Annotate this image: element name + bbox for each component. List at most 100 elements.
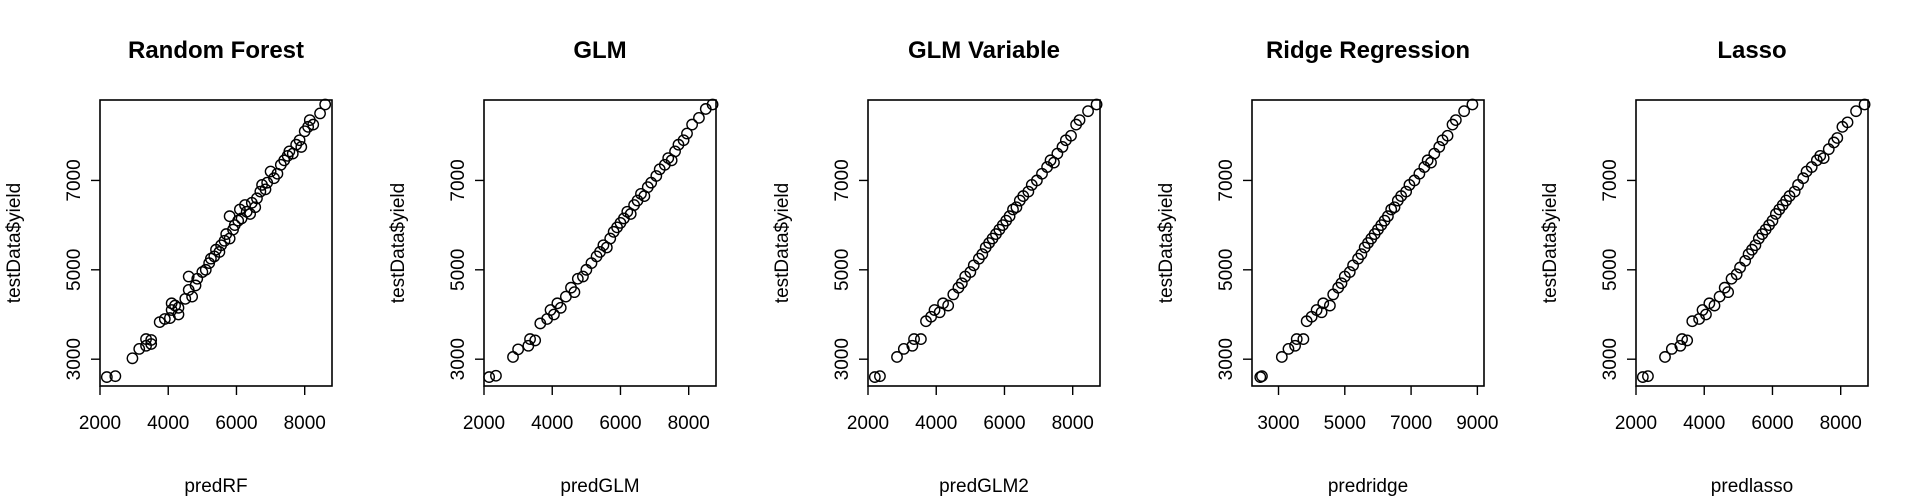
chart-title: GLM Variable [908, 37, 1060, 64]
scatter-point [1290, 333, 1303, 345]
y-axis-label: testData$yield [1540, 183, 1561, 303]
x-tick-label: 8000 [1052, 413, 1094, 434]
scatter-point [1433, 141, 1446, 153]
x-tick-label: 4000 [147, 413, 189, 434]
x-tick-label: 2000 [1615, 413, 1657, 434]
scatter-point [319, 98, 332, 111]
scatter-point [109, 370, 122, 383]
scatter-point [1297, 333, 1310, 345]
scatter-point [577, 270, 589, 283]
y-tick-label: 5000 [1216, 249, 1237, 291]
scatter-point [1686, 315, 1699, 328]
scatter-point [218, 234, 231, 247]
x-tick-label: 8000 [668, 413, 710, 434]
scatter-point [302, 120, 315, 133]
chart-title: Ridge Regression [1266, 37, 1470, 64]
x-tick-label: 2000 [463, 413, 505, 434]
scatter-point [914, 333, 927, 345]
scatter-point [947, 288, 960, 301]
y-tick-label: 7000 [832, 159, 853, 201]
scatter-point [244, 208, 257, 220]
scatter-point [1065, 129, 1077, 142]
plot-frame [483, 99, 717, 387]
scatter-point [1788, 185, 1801, 198]
scatter-point [568, 286, 581, 299]
scatter-point [1850, 105, 1862, 118]
scatter-point [293, 134, 306, 147]
scatter-point [314, 107, 326, 120]
scatter-point [891, 351, 903, 363]
scatter-point [172, 308, 185, 321]
scatter-point [928, 304, 941, 316]
scatter-point [1449, 114, 1462, 127]
scatter-point [213, 246, 226, 258]
scatter-point [1636, 371, 1649, 383]
x-tick-label: 8000 [1820, 413, 1862, 434]
scatter-point [554, 301, 567, 314]
plot-frame [1251, 99, 1485, 387]
chart-panel: GLM 2000 4000 6000 8000 3000 5000 7000 predGLM te… [388, 37, 719, 497]
scatter-point [1317, 297, 1330, 310]
scatter-point [199, 263, 212, 276]
scatter-point [868, 371, 881, 383]
x-axis-label: predlasso [1711, 476, 1793, 497]
y-tick-label: 3000 [832, 338, 853, 380]
scatter-point [1700, 308, 1712, 321]
y-tick-label: 7000 [1600, 159, 1621, 201]
chart-panel: Lasso 2000 4000 6000 8000 3000 5000 7000 predlas… [1540, 37, 1871, 497]
y-tick-label: 3000 [1600, 338, 1621, 380]
chart-title: Lasso [1717, 37, 1786, 64]
scatter-point [906, 339, 919, 352]
scatter-point [669, 145, 681, 158]
scatter-point [158, 313, 171, 325]
scatter-point [1797, 172, 1810, 185]
plot-frame [1635, 99, 1869, 387]
scatter-point [1817, 152, 1830, 164]
y-axis-label: testData$yield [1156, 183, 1177, 303]
scatter-point [1022, 185, 1035, 198]
scatter-point [522, 339, 535, 352]
y-tick-label: 3000 [448, 338, 469, 380]
y-tick-label: 5000 [448, 249, 469, 291]
x-tick-label: 5000 [1324, 413, 1366, 434]
scatter-point [100, 371, 113, 383]
x-tick-label: 8000 [284, 413, 326, 434]
scatter-point [976, 248, 989, 261]
scatter-point [1676, 333, 1688, 345]
scatter-point [512, 343, 525, 356]
y-tick-label: 3000 [1216, 338, 1237, 380]
scatter-point [1388, 201, 1401, 214]
x-axis-label: predGLM [560, 476, 639, 497]
scatter-point [571, 272, 584, 285]
scatter-point [1400, 185, 1413, 198]
x-tick-label: 3000 [1257, 413, 1299, 434]
chart-title: Random Forest [128, 37, 304, 64]
scatter-point [145, 334, 158, 346]
y-tick-label: 5000 [64, 249, 85, 291]
scatter-point [307, 118, 320, 131]
chart-panel: GLM Variable 2000 4000 6000 8000 3000 5000 7000… [772, 37, 1103, 497]
chart-panel: Random Forest 2000 4000 6000 8000 3000 5000 700… [4, 37, 333, 497]
scatter-point [295, 141, 308, 153]
scatter-point [1282, 343, 1295, 355]
scatter-point [548, 308, 560, 321]
scatter-point [693, 111, 705, 124]
scatter-point [259, 183, 272, 196]
scatter-point [1385, 203, 1398, 216]
y-axis-label: testData$yield [772, 183, 793, 303]
scatter-point [1858, 98, 1871, 111]
scatter-point [1090, 98, 1103, 111]
scatter-point [1256, 370, 1268, 383]
scatter-point [585, 257, 598, 270]
scatter-point [1343, 266, 1356, 278]
scatter-point [254, 185, 267, 198]
scatter-point [1003, 210, 1016, 223]
scatter-point [1841, 116, 1854, 129]
scatter-point [677, 134, 690, 147]
scatter-point [1010, 201, 1023, 214]
x-tick-label: 6000 [1751, 413, 1793, 434]
scatter-point [172, 301, 185, 314]
x-tick-label: 2000 [847, 413, 889, 434]
x-axis-label: predridge [1328, 476, 1408, 497]
